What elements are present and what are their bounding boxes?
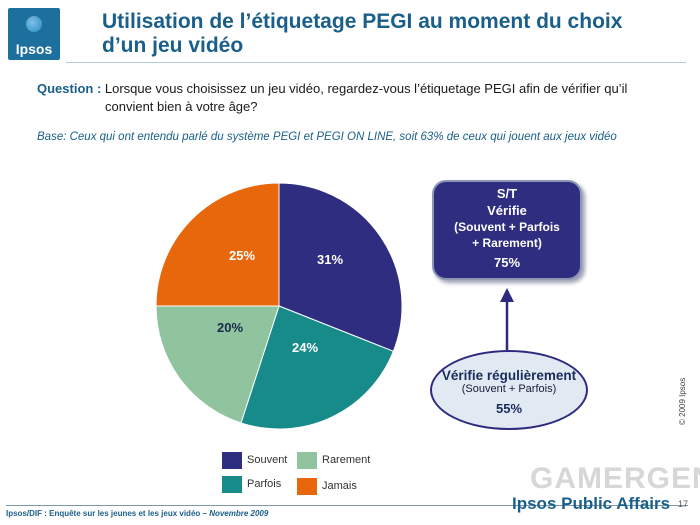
title-divider [66,62,686,63]
subtotal-value: 75% [493,255,521,270]
footer-text: Ipsos/DIF : Enquête sur les jeunes et le… [6,509,210,518]
pie-slice-parfois [240,305,395,430]
watermark: GAMERGEN [530,462,700,495]
page-title: Utilisation de l’étiquetage PEGI au mome… [102,10,682,58]
oval-value: 55% [495,401,523,416]
footer-source: Ipsos/DIF : Enquête sur les jeunes et le… [6,509,268,518]
subtotal-box: S/T Vérifie (Souvent + Parfois + Raremen… [432,180,582,280]
footer-date: Novembre 2009 [209,509,269,518]
legend-swatch-parfois [222,476,242,493]
pie-label-rarement: 20% [217,320,243,335]
question-text-line-1: Lorsque vous choisissez un jeu vidéo, re… [101,81,628,96]
subtotal-line-2: Vérifie [487,203,527,218]
pie-slice-souvent [278,182,403,352]
question-label: Question : [37,81,102,96]
legend-label-souvent: Souvent [247,454,288,466]
pie-label-jamais: 25% [229,248,255,263]
oval-title: Vérifie régulièrement [441,368,577,383]
subtotal-line-4: + Rarement) [472,236,542,250]
legend-swatch-jamais [297,478,317,495]
question-block: Question : Lorsque vous choisissez un je… [37,80,657,116]
footer-divider [6,505,688,506]
question-text-line-2: convient bien à votre âge? [105,99,258,114]
legend-label-parfois: Parfois [247,478,282,490]
legend-label-jamais: Jamais [322,480,357,492]
title-line-1: Utilisation de l’étiquetage PEGI au mome… [102,10,623,33]
regular-check-oval: Vérifie régulièrement (Souvent + Parfois… [430,350,588,430]
base-note: Base: Ceux qui ont entendu parlé du syst… [37,131,617,143]
legend-swatch-rarement [297,452,317,469]
subtotal-line-3: (Souvent + Parfois [454,220,560,234]
logo-text: Ipsos [15,41,53,57]
logo-circle-icon [26,16,42,32]
pie-label-souvent: 31% [317,252,343,267]
copyright-note: © 2009 Ipsos [678,377,687,425]
legend-label-rarement: Rarement [322,454,371,466]
oval-subtitle: (Souvent + Parfois) [461,383,557,395]
subtotal-line-1: S/T [496,186,518,201]
legend-swatch-souvent [222,452,242,469]
title-line-2: d’un jeu vidéo [102,34,244,57]
pie-slice-rarement [155,305,280,424]
page-number: 17 [678,499,689,509]
brand-name: Ipsos Public Affairs [512,494,671,513]
pie-slice-jamais [155,182,280,307]
ipsos-logo: Ipsos [8,8,60,60]
pie-label-parfois: 24% [292,340,318,355]
